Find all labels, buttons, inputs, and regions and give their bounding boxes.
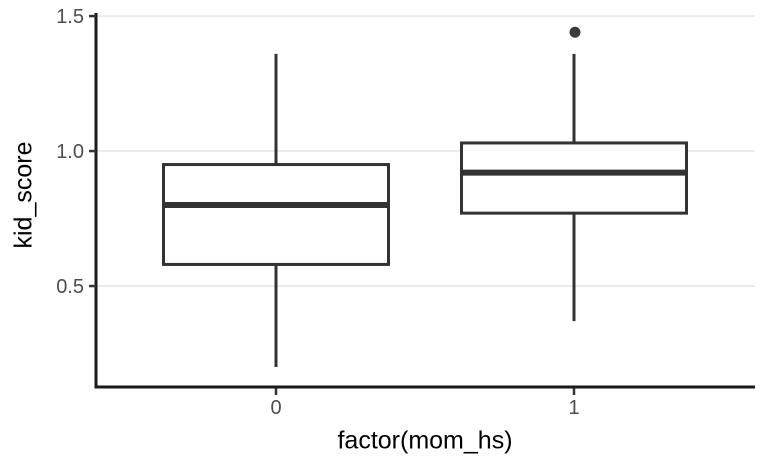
x-tick-label: 0 [270, 397, 281, 419]
box-iqr [162, 163, 390, 266]
box-iqr [460, 141, 688, 215]
y-tick-label: 1.5 [56, 6, 84, 28]
x-axis-title: factor(mom_hs) [337, 426, 513, 455]
outlier-point [569, 26, 581, 38]
y-tick-label: 0.5 [56, 276, 84, 298]
x-tick-label: 1 [568, 397, 579, 419]
y-axis-title: kid_score [9, 141, 38, 249]
y-tick-label: 1.0 [56, 141, 84, 163]
